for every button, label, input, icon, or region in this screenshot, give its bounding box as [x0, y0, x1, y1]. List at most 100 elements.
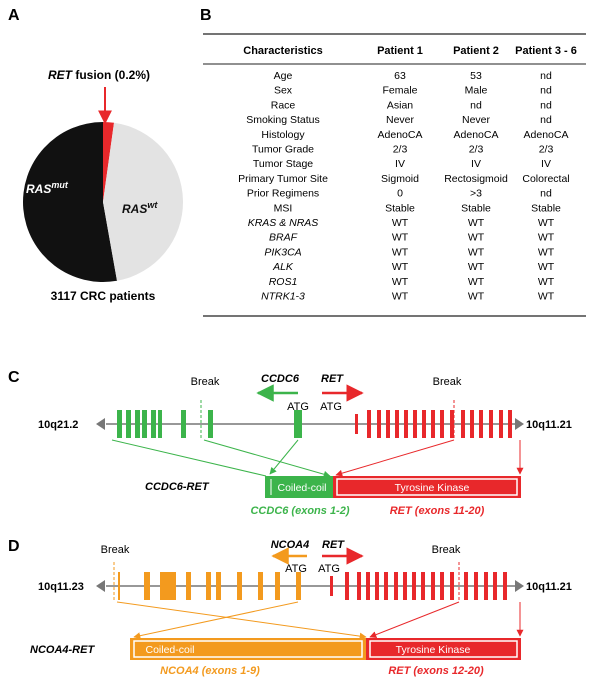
table-header-cell: Patient 2	[453, 45, 499, 57]
table-cell: Stable	[385, 202, 415, 214]
table-row-label: Sex	[274, 85, 293, 97]
exon	[461, 410, 465, 438]
table-row-label: Prior Regimens	[247, 188, 319, 200]
exon	[395, 410, 399, 438]
table-cell: IV	[541, 158, 551, 170]
table-row-label: ALK	[272, 261, 294, 273]
table-row-label: ROS1	[269, 276, 298, 288]
exon	[126, 410, 131, 438]
table-row-label: KRAS & NRAS	[248, 217, 319, 229]
pie-caption: 3117 CRC patients	[51, 289, 156, 303]
exon	[216, 572, 221, 600]
ret-fusion-percent: fusion (0.2%)	[72, 68, 150, 82]
exon	[258, 572, 263, 600]
c-coiled-coil-domain	[265, 476, 333, 498]
table-row-label: BRAF	[269, 232, 298, 244]
c-fusion-name: CCDC6-RET	[145, 481, 210, 493]
exon	[366, 572, 370, 600]
c-chromosome-left-end-icon	[96, 418, 105, 430]
exon	[489, 410, 493, 438]
table-cell: Never	[386, 114, 415, 126]
table-cell: Male	[465, 85, 488, 97]
exon	[484, 572, 488, 600]
exon	[431, 572, 435, 600]
d-map-line-2	[133, 601, 299, 640]
table-cell: Sigmoid	[381, 173, 419, 185]
table-cell: WT	[538, 246, 555, 258]
exon	[503, 572, 507, 600]
d-exons-right-label: RET (exons 12-20)	[388, 665, 484, 677]
exon	[355, 414, 358, 434]
table-row-label: NTRK1-3	[261, 291, 305, 303]
table-cell: WT	[468, 246, 485, 258]
table-header-cell: Patient 3 - 6	[515, 45, 577, 57]
c-exons-left-label: CCDC6 (exons 1-2)	[250, 505, 349, 517]
table-cell: WT	[468, 291, 485, 303]
d-map-line-3	[369, 601, 460, 638]
exon	[386, 410, 390, 438]
c-map-line-2	[203, 439, 331, 478]
exon	[431, 410, 435, 438]
exon	[450, 410, 454, 438]
d-kinase-domain-inner	[369, 640, 518, 658]
d-exons	[118, 572, 507, 600]
table-cell: WT	[538, 276, 555, 288]
exon	[499, 410, 503, 438]
ras-mut-sup: mut	[51, 180, 69, 190]
c-gene-ccdc6: CCDC6	[261, 373, 300, 385]
table-row-label: Race	[271, 99, 296, 111]
table-cell: IV	[471, 158, 481, 170]
exon	[208, 410, 213, 438]
exon	[470, 410, 474, 438]
table-cell: WT	[392, 246, 409, 258]
table-header-cell: Patient 1	[377, 45, 423, 57]
table-cell: nd	[540, 188, 552, 200]
c-map-line-4	[335, 439, 455, 477]
c-coiled-coil-label: Coiled-coil	[277, 482, 326, 494]
d-kinase-label: Tyrosine Kinase	[396, 644, 471, 656]
d-break-left-label: Break	[101, 544, 130, 556]
d-coiled-coil-inner	[133, 640, 363, 658]
d-locus-left: 10q11.23	[38, 581, 84, 593]
exon	[375, 572, 379, 600]
ras-wt-label: RASwt	[122, 200, 158, 216]
ras-wt-sup: wt	[147, 200, 158, 210]
panel-a-label: A	[8, 7, 20, 24]
table-cell: WT	[392, 276, 409, 288]
table-cell: 2/3	[393, 144, 408, 156]
d-gene-ret: RET	[322, 539, 345, 551]
pie-slice-ras-mut	[22, 122, 118, 282]
d-locus-right: 10q11.21	[526, 581, 572, 593]
exon	[151, 410, 156, 438]
c-kinase-domain-inner	[336, 478, 518, 496]
exon	[440, 410, 444, 438]
d-exons-left-label: NCOA4 (exons 1-9)	[160, 665, 260, 677]
c-map-line-3	[269, 439, 299, 475]
exon	[330, 576, 333, 596]
exon	[394, 572, 398, 600]
table-cell: WT	[538, 232, 555, 244]
exon	[493, 572, 497, 600]
d-atg-right: ATG	[318, 563, 340, 575]
exon	[296, 572, 301, 600]
exon	[160, 572, 176, 600]
table-cell: nd	[540, 85, 552, 97]
table-cell: Asian	[387, 99, 413, 111]
ret-fusion-gene: RET	[48, 68, 74, 82]
exon	[181, 410, 186, 438]
table-header-cell: Characteristics	[243, 45, 323, 57]
table-cell: WT	[468, 261, 485, 273]
table-cell: WT	[392, 261, 409, 273]
exon	[367, 410, 371, 438]
table-row-label: MSI	[274, 202, 293, 214]
d-chromosome-left-end-icon	[96, 580, 105, 592]
exon	[118, 572, 120, 600]
table-row-label: Smoking Status	[246, 114, 320, 126]
exon	[404, 410, 408, 438]
exon	[144, 572, 150, 600]
exon	[412, 572, 416, 600]
exon	[464, 572, 468, 600]
table-header: Characteristics Patient 1 Patient 2 Patient…	[243, 45, 577, 57]
pie-slice-ret-fusion	[103, 122, 115, 202]
exon	[237, 572, 242, 600]
